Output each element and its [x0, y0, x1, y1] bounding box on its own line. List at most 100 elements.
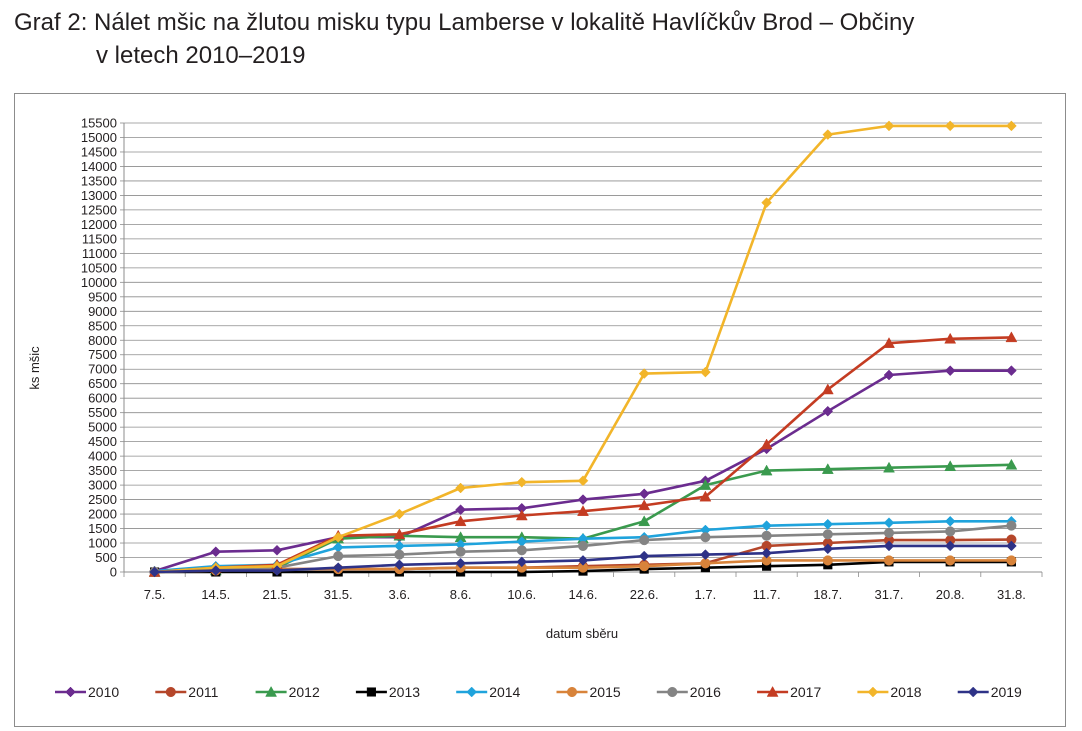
legend-swatch-marker: [867, 686, 879, 698]
y-tick-label: 4500: [88, 434, 117, 449]
data-point: [944, 332, 957, 344]
series-2019: [149, 540, 1017, 578]
data-point: [760, 438, 773, 450]
legend-label: 2010: [88, 684, 119, 700]
y-tick-label: 11500: [82, 231, 117, 246]
y-tick-label: 10500: [81, 260, 117, 275]
gridlines: [124, 122, 1042, 558]
data-point: [333, 551, 344, 562]
x-tick-label: 18.7.: [813, 587, 842, 602]
y-axis-label: ks mšic: [27, 346, 42, 390]
data-point: [822, 129, 834, 140]
y-tick-label: 12500: [81, 202, 117, 217]
data-point: [639, 561, 650, 572]
y-tick-label: 7500: [88, 347, 117, 362]
data-point: [822, 529, 833, 540]
data-point: [944, 460, 957, 472]
data-point: [455, 557, 466, 569]
y-tick-label: 500: [95, 550, 117, 565]
data-point: [821, 463, 834, 474]
data-point: [945, 555, 956, 566]
y-tick-label: 1500: [88, 521, 117, 536]
y-tick-label: 3000: [88, 478, 117, 493]
y-tick-label: 13500: [81, 173, 117, 188]
data-point: [883, 461, 895, 473]
data-point: [699, 479, 712, 490]
data-point: [699, 490, 712, 502]
data-point: [394, 559, 405, 571]
data-point: [761, 197, 772, 209]
data-point: [149, 566, 160, 578]
data-point: [210, 565, 222, 576]
legend-swatch-marker: [165, 686, 176, 698]
y-tick-label: 0: [110, 565, 117, 580]
y-tick-label: 4000: [88, 449, 117, 464]
data-point: [822, 555, 833, 566]
data-point: [454, 515, 467, 527]
y-tick-label: 14500: [81, 144, 117, 159]
x-tick-label: 14.6.: [569, 587, 598, 602]
x-tick-label: 3.6.: [389, 587, 411, 602]
legend-item-2015: 2015: [556, 684, 621, 700]
data-point: [1006, 555, 1017, 566]
data-point: [883, 369, 895, 381]
data-point: [394, 508, 405, 520]
data-point: [638, 368, 650, 379]
data-point: [210, 546, 222, 558]
y-tick-label: 13000: [81, 188, 117, 203]
y-tick-label: 7000: [88, 362, 117, 377]
data-point: [1006, 520, 1017, 531]
x-tick-label: 31.7.: [875, 587, 904, 602]
data-point: [700, 549, 711, 560]
y-tick-label: 11000: [82, 246, 117, 261]
y-tick-label: 9000: [88, 304, 117, 319]
y-tick-label: 2000: [88, 507, 117, 522]
data-point: [271, 544, 283, 556]
data-series: [148, 120, 1018, 578]
legend-label: 2017: [790, 684, 821, 700]
series-2016: [149, 520, 1017, 578]
data-point: [883, 540, 895, 552]
data-point: [455, 504, 466, 516]
data-point: [883, 555, 895, 566]
data-point: [760, 464, 773, 476]
data-point: [883, 120, 895, 132]
data-point: [883, 527, 895, 538]
data-point: [455, 482, 466, 494]
x-axis-tick-labels: 7.5. 14.5. 21.5. 31.5. 3.6. 8.6. 10.6. 14.6. 22.…: [144, 587, 1026, 602]
y-axis-tick-labels: 0500100015002000250030003500400045005000…: [81, 116, 117, 580]
data-point: [638, 499, 651, 511]
x-tick-label: 10.6.: [507, 587, 536, 602]
data-point: [577, 475, 589, 487]
legend-label: 2014: [489, 684, 520, 700]
data-point: [883, 517, 895, 529]
legend-item-2018: 2018: [857, 684, 922, 700]
data-point: [761, 520, 772, 532]
data-point: [761, 547, 772, 559]
data-point: [638, 550, 650, 562]
data-point: [1005, 458, 1018, 470]
data-point: [332, 542, 344, 553]
x-tick-label: 31.8.: [997, 587, 1026, 602]
legend-item-2019: 2019: [957, 684, 1022, 700]
data-point: [761, 530, 772, 541]
data-point: [639, 535, 650, 546]
legend-swatch-marker: [466, 686, 478, 698]
x-tick-label: 14.5.: [201, 587, 230, 602]
x-tick-label: 1.7.: [695, 587, 717, 602]
data-point: [944, 540, 956, 552]
x-axis-label: datum sběru: [546, 626, 618, 641]
data-point: [944, 365, 956, 377]
legend-item-2011: 2011: [155, 684, 219, 700]
data-point: [455, 546, 466, 557]
y-tick-label: 5000: [88, 420, 117, 435]
data-point: [638, 488, 650, 500]
data-point: [577, 555, 589, 566]
data-point: [822, 543, 834, 555]
x-tick-label: 22.6.: [630, 587, 659, 602]
x-tick-label: 31.5.: [324, 587, 353, 602]
legend-item-2012: 2012: [255, 684, 320, 700]
data-point: [271, 565, 283, 576]
legend-label: 2011: [188, 684, 218, 700]
chart-title-line2: v letech 2010–2019: [96, 42, 306, 69]
